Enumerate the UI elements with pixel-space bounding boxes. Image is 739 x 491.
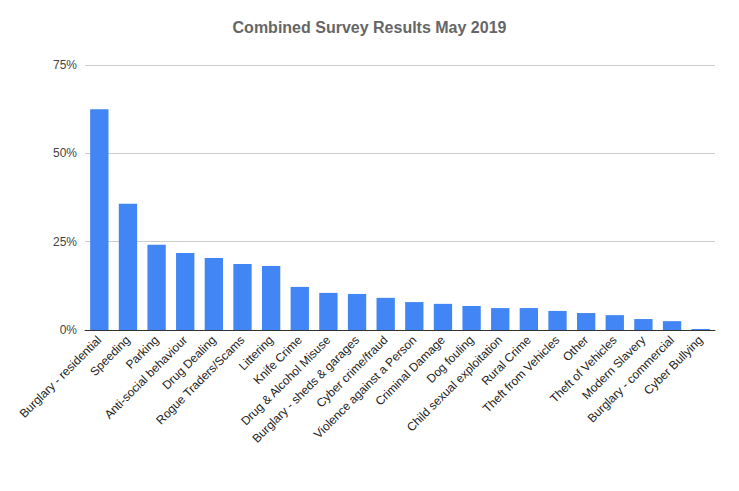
svg-text:50%: 50%	[53, 146, 77, 160]
svg-text:Burglary - commercial: Burglary - commercial	[584, 333, 677, 426]
svg-text:Theft of Vehicles: Theft of Vehicles	[547, 333, 620, 406]
svg-text:Speeding: Speeding	[87, 333, 133, 379]
svg-text:Parking: Parking	[122, 333, 162, 372]
svg-text:Rural Crime: Rural Crime	[478, 333, 534, 389]
svg-text:Rogue Traders/Scams: Rogue Traders/Scams	[153, 333, 247, 427]
svg-text:Burglary - residential: Burglary - residential	[17, 333, 105, 421]
svg-text:Burglary - sheds & garages: Burglary - sheds & garages	[249, 333, 362, 446]
svg-text:Littering: Littering	[236, 333, 277, 374]
svg-text:Knife Crime: Knife Crime	[250, 333, 305, 388]
svg-text:Violence against a Person: Violence against a Person	[311, 333, 420, 442]
svg-text:75%: 75%	[53, 58, 77, 72]
svg-text:Cyber Bullying: Cyber Bullying	[641, 333, 706, 398]
svg-text:Combined Survey Results May 20: Combined Survey Results May 2019	[233, 19, 507, 36]
svg-text:Theft from Vehicles: Theft from Vehicles	[480, 333, 562, 415]
svg-text:Other: Other	[560, 333, 592, 365]
svg-text:0%: 0%	[60, 323, 78, 337]
svg-text:Drug Dealing: Drug Dealing	[159, 333, 219, 393]
svg-text:Modern Slavery: Modern Slavery	[579, 333, 649, 403]
svg-text:25%: 25%	[53, 235, 77, 249]
svg-text:Cyber crime/fraud: Cyber crime/fraud	[313, 333, 391, 411]
svg-text:Anti-social behaviour: Anti-social behaviour	[101, 333, 191, 422]
svg-text:Dog fouling: Dog fouling	[423, 333, 477, 386]
svg-text:Criminal Damage: Criminal Damage	[372, 333, 448, 409]
svg-text:Drug & Alcohol Misuse: Drug & Alcohol Misuse	[238, 333, 334, 429]
svg-text:Child sexual exploitation: Child sexual exploitation	[403, 333, 506, 435]
